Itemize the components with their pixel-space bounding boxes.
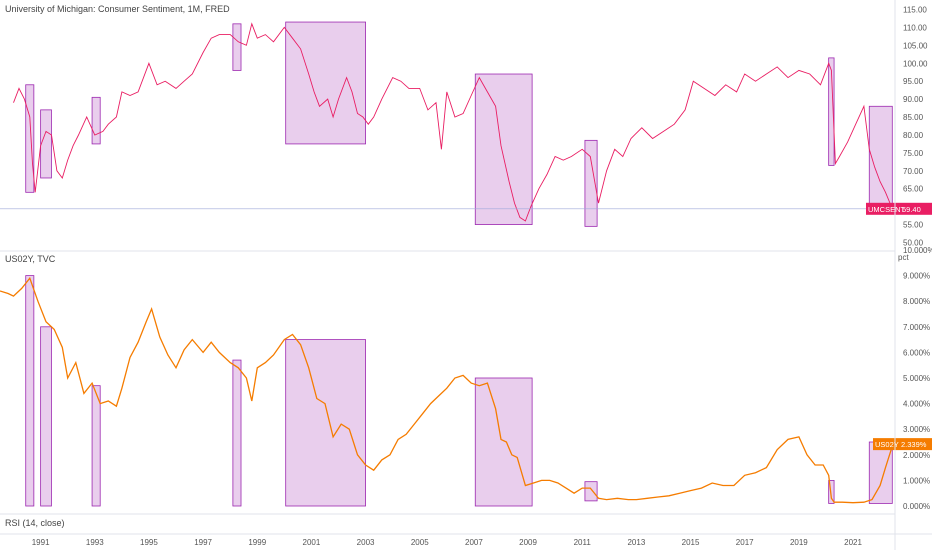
y-tick-label: 6.000% xyxy=(903,348,930,357)
yield-unit-label: pct xyxy=(898,253,909,262)
y-tick-label: 10.000% xyxy=(903,246,932,255)
sentiment-name-badge xyxy=(866,202,898,215)
y-tick-label: 55.00 xyxy=(903,221,924,230)
x-tick-label: 1993 xyxy=(86,538,104,547)
highlight-zone xyxy=(232,359,242,507)
y-tick-label: 5.000% xyxy=(903,374,930,383)
highlight-zone xyxy=(91,96,101,145)
y-tick-label: 65.00 xyxy=(903,185,924,194)
highlight-zone xyxy=(584,139,598,227)
sentiment-value-badge xyxy=(898,202,932,215)
highlight-zone xyxy=(232,23,242,71)
highlight-zone xyxy=(474,73,533,225)
y-tick-label: 95.00 xyxy=(903,77,924,86)
x-tick-label: 2017 xyxy=(736,538,754,547)
x-tick-label: 1991 xyxy=(32,538,50,547)
y-tick-label: 1.000% xyxy=(903,476,930,485)
y-tick-label: 0.000% xyxy=(903,502,930,511)
highlight-zone xyxy=(584,481,598,502)
highlight-zone xyxy=(40,109,52,179)
y-tick-label: 100.00 xyxy=(903,59,928,68)
highlight-zones-bottom xyxy=(25,275,893,507)
series-lines xyxy=(0,22,895,504)
sentiment-badge-name: UMCSENT xyxy=(868,205,906,214)
yield-value-badge xyxy=(898,438,932,451)
y-tick-label: 90.00 xyxy=(903,95,924,104)
sentiment-pane-title: University of Michigan: Consumer Sentime… xyxy=(5,4,230,14)
yield-badge-name: US02Y xyxy=(875,440,899,449)
x-tick-label: 2001 xyxy=(303,538,321,547)
y-tick-label: 2.000% xyxy=(903,451,930,460)
yield-badge-value: 2.339% xyxy=(901,440,927,449)
sentiment-line xyxy=(13,22,893,222)
y-tick-label: 9.000% xyxy=(903,272,930,281)
y-axis-sentiment: 50.0055.0060.0065.0070.0075.0080.0085.00… xyxy=(903,6,928,248)
highlight-zone xyxy=(474,377,533,507)
y-tick-label: 50.00 xyxy=(903,239,924,248)
x-tick-label: 2007 xyxy=(465,538,483,547)
highlight-zone xyxy=(25,84,35,193)
y-tick-label: 105.00 xyxy=(903,41,928,50)
yield-pane-title: US02Y, TVC xyxy=(5,254,56,264)
x-tick-label: 2019 xyxy=(790,538,808,547)
highlight-zone xyxy=(40,326,52,507)
highlight-zone xyxy=(285,339,366,507)
rsi-pane-title: RSI (14, close) xyxy=(5,518,65,528)
x-tick-label: 1999 xyxy=(248,538,266,547)
y-tick-label: 4.000% xyxy=(903,400,930,409)
x-axis: 1991 1993 1995 1997 1999 2001 2003 2005 2007 2009… xyxy=(32,538,863,547)
highlight-zone xyxy=(91,385,101,507)
x-tick-label: 2005 xyxy=(411,538,429,547)
y-tick-label: 3.000% xyxy=(903,425,930,434)
y-tick-label: 70.00 xyxy=(903,167,924,176)
highlight-zone xyxy=(868,105,893,210)
y-tick-label: 7.000% xyxy=(903,323,930,332)
highlight-zone xyxy=(25,275,35,507)
x-tick-label: 2009 xyxy=(519,538,537,547)
x-tick-label: 2003 xyxy=(357,538,375,547)
y-tick-label: 8.000% xyxy=(903,297,930,306)
x-tick-label: 1995 xyxy=(140,538,158,547)
y-tick-label: 80.00 xyxy=(903,131,924,140)
x-tick-label: 1997 xyxy=(194,538,212,547)
x-tick-label: 2015 xyxy=(682,538,700,547)
y-tick-label: 85.00 xyxy=(903,113,924,122)
x-tick-label: 2021 xyxy=(844,538,862,547)
y-tick-label: 115.00 xyxy=(903,6,927,15)
highlight-zone xyxy=(285,21,366,145)
highlight-zone xyxy=(828,479,835,504)
y-axis-yield: 0.000% 1.000% 2.000% 3.000% 4.000% 5.000% 6.00… xyxy=(903,246,932,511)
y-tick-label: 110.00 xyxy=(903,23,927,32)
sentiment-badge-value: 59.40 xyxy=(902,205,921,214)
highlight-zone xyxy=(868,441,893,504)
yield-line xyxy=(0,276,893,504)
yield-name-badge xyxy=(873,438,898,451)
y-tick-label: 75.00 xyxy=(903,149,924,158)
x-tick-label: 2011 xyxy=(574,538,592,547)
highlight-zone xyxy=(828,57,835,166)
x-tick-label: 2013 xyxy=(627,538,645,547)
